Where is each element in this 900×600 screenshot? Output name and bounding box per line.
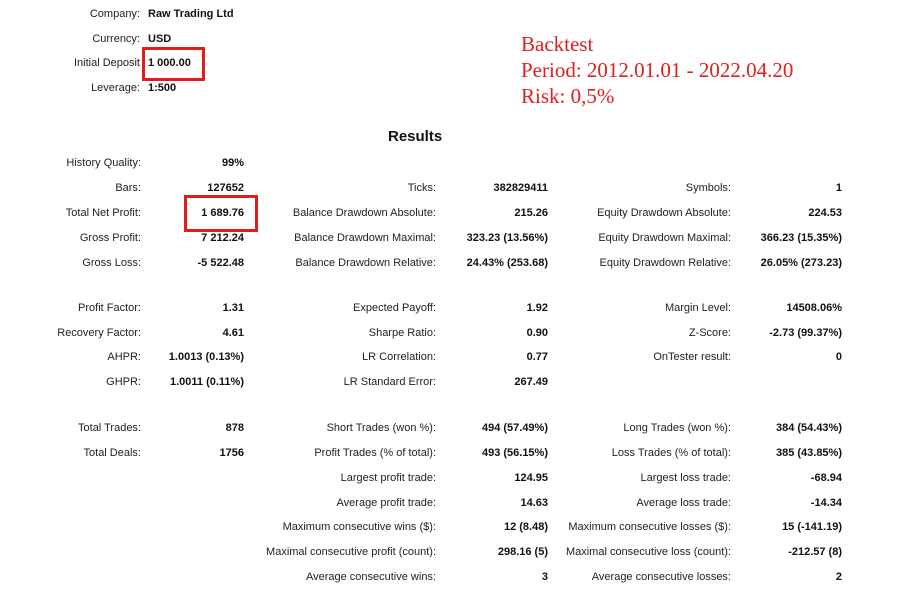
leverage-label: Leverage: (91, 82, 140, 94)
company-value: Raw Trading Ltd (148, 8, 234, 20)
bars-label: Bars: (115, 182, 141, 194)
balance-drawdown-relative-value: 24.43% (253.68) (466, 257, 548, 269)
max-consecutive-losses-value: 15 (-141.19) (782, 521, 842, 533)
average-consecutive-wins-value: 3 (541, 571, 548, 583)
largest-loss-trade-value: -68.94 (810, 472, 842, 484)
backtest-note-title: Backtest (521, 32, 594, 56)
ticks-label: Ticks: (407, 182, 436, 194)
average-consecutive-losses-value: 2 (835, 571, 842, 583)
ontester-result-value: 0 (835, 351, 842, 363)
equity-drawdown-relative-value: 26.05% (273.23) (760, 257, 842, 269)
ghpr-value: 1.0011 (0.11%) (169, 376, 244, 388)
recovery-factor-label: Recovery Factor: (57, 327, 141, 339)
profit-trades-value: 493 (56.15%) (481, 447, 548, 459)
short-trades-value: 494 (57.49%) (481, 422, 548, 434)
recovery-factor-value: 4.61 (222, 327, 244, 339)
backtest-note-period: Period: 2012.01.01 - 2022.04.20 (521, 58, 794, 82)
history-quality-value: 99% (221, 157, 244, 169)
total-deals-label: Total Deals: (83, 447, 141, 459)
expected-payoff-label: Expected Payoff: (353, 302, 436, 314)
currency-value: USD (148, 33, 172, 45)
average-profit-trade-value: 14.63 (520, 497, 548, 509)
equity-drawdown-absolute-label: Equity Drawdown Absolute: (597, 207, 731, 219)
gross-loss-value: -5 522.48 (197, 257, 244, 269)
balance-drawdown-absolute-value: 215.26 (514, 207, 548, 219)
results-title: Results (388, 128, 443, 145)
initial-deposit-label: Initial Deposit (73, 57, 140, 69)
currency-label: Currency: (92, 33, 140, 45)
balance-drawdown-maximal-value: 323.23 (13.56%) (466, 232, 548, 244)
z-score-value: -2.73 (99.37%) (769, 327, 842, 339)
maximal-consecutive-profit-label: Maximal consecutive profit (count): (266, 546, 436, 558)
bars-value: 127652 (207, 182, 244, 194)
gross-profit-label: Gross Profit: (79, 232, 141, 244)
maximal-consecutive-profit-value: 298.16 (5) (497, 546, 548, 558)
backtest-note-risk: Risk: 0,5% (521, 84, 615, 108)
balance-drawdown-relative-label: Balance Drawdown Relative: (295, 257, 436, 269)
ticks-value: 382829411 (493, 182, 548, 194)
company-label: Company: (89, 8, 140, 20)
average-consecutive-wins-label: Average consecutive wins: (305, 571, 436, 583)
profit-factor-label: Profit Factor: (78, 302, 141, 314)
long-trades-label: Long Trades (won %): (623, 422, 731, 434)
equity-drawdown-relative-label: Equity Drawdown Relative: (599, 257, 731, 269)
sharpe-ratio-label: Sharpe Ratio: (368, 327, 436, 339)
balance-drawdown-absolute-label: Balance Drawdown Absolute: (292, 207, 436, 219)
profit-factor-value: 1.31 (222, 302, 244, 314)
sharpe-ratio-value: 0.90 (526, 327, 548, 339)
largest-profit-trade-value: 124.95 (514, 472, 548, 484)
largest-profit-trade-label: Largest profit trade: (340, 472, 436, 484)
ahpr-value: 1.0013 (0.13%) (168, 351, 244, 363)
equity-drawdown-maximal-value: 366.23 (15.35%) (760, 232, 842, 244)
leverage-value: 1:500 (148, 82, 177, 94)
lr-standard-error-label: LR Standard Error: (343, 376, 436, 388)
ahpr-label: AHPR: (107, 351, 141, 363)
symbols-value: 1 (835, 182, 842, 194)
lr-correlation-value: 0.77 (526, 351, 548, 363)
total-deals-value: 1756 (219, 447, 244, 459)
initial-deposit-highlight-box (142, 47, 205, 81)
max-consecutive-losses-label: Maximum consecutive losses ($): (568, 521, 731, 533)
initial-deposit-value: 1 000.00 (148, 57, 191, 69)
total-trades-label: Total Trades: (78, 422, 141, 434)
gross-loss-label: Gross Loss: (82, 257, 141, 269)
max-consecutive-wins-label: Maximum consecutive wins ($): (282, 521, 436, 533)
expected-payoff-value: 1.92 (526, 302, 548, 314)
average-consecutive-losses-label: Average consecutive losses: (591, 571, 731, 583)
lr-correlation-label: LR Correlation: (362, 351, 436, 363)
largest-loss-trade-label: Largest loss trade: (640, 472, 732, 484)
equity-drawdown-absolute-value: 224.53 (808, 207, 842, 219)
loss-trades-label: Loss Trades (% of total): (611, 447, 731, 459)
average-loss-trade-label: Average loss trade: (636, 497, 731, 509)
short-trades-label: Short Trades (won %): (326, 422, 436, 434)
total-net-profit-highlight-box (184, 195, 258, 232)
loss-trades-value: 385 (43.85%) (775, 447, 842, 459)
gross-profit-value: 7 212.24 (201, 232, 244, 244)
balance-drawdown-maximal-label: Balance Drawdown Maximal: (294, 232, 436, 244)
long-trades-value: 384 (54.43%) (775, 422, 842, 434)
max-consecutive-wins-value: 12 (8.48) (503, 521, 548, 533)
maximal-consecutive-loss-value: -212.57 (8) (788, 546, 842, 558)
margin-level-label: Margin Level: (664, 302, 731, 314)
margin-level-value: 14508.06% (786, 302, 842, 314)
average-loss-trade-value: -14.34 (810, 497, 842, 509)
equity-drawdown-maximal-label: Equity Drawdown Maximal: (598, 232, 731, 244)
total-trades-value: 878 (225, 422, 244, 434)
ghpr-label: GHPR: (106, 376, 141, 388)
total-net-profit-value: 1 689.76 (201, 207, 244, 219)
total-net-profit-label: Total Net Profit: (65, 207, 141, 219)
z-score-label: Z-Score: (688, 327, 731, 339)
lr-standard-error-value: 267.49 (514, 376, 548, 388)
ontester-result-label: OnTester result: (653, 351, 731, 363)
average-profit-trade-label: Average profit trade: (336, 497, 436, 509)
profit-trades-label: Profit Trades (% of total): (314, 447, 436, 459)
maximal-consecutive-loss-label: Maximal consecutive loss (count): (565, 546, 731, 558)
history-quality-label: History Quality: (66, 157, 141, 169)
symbols-label: Symbols: (685, 182, 731, 194)
